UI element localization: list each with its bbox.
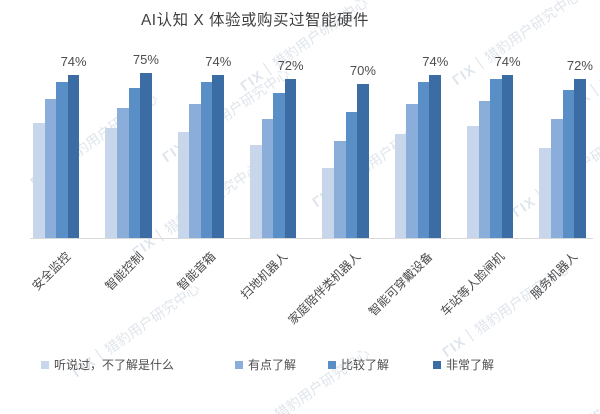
data-label: 75% (132, 51, 159, 67)
data-label: 72% (277, 58, 304, 74)
bar-series-3 (56, 81, 68, 238)
bar-series-4 (429, 75, 442, 238)
legend-label: 有点了解 (248, 358, 297, 372)
legend-item: 有点了解 (235, 356, 296, 373)
legend-swatch-icon (328, 360, 336, 369)
bar-series-3 (417, 81, 430, 238)
data-label: 74% (494, 54, 521, 69)
legend-swatch-icon (41, 360, 49, 369)
bar-series-1 (33, 123, 45, 238)
bar-series-4 (574, 79, 586, 238)
bar-series-2 (189, 103, 201, 238)
data-label: 74% (60, 54, 87, 69)
legend-swatch-icon (235, 360, 243, 369)
bar-series-4 (212, 75, 225, 238)
legend-swatch-icon (433, 360, 441, 369)
bar-series-2 (116, 108, 129, 238)
bar-series-1 (322, 167, 334, 238)
bar-series-1 (466, 125, 479, 238)
bar-series-3 (490, 79, 502, 238)
bar-series-4 (284, 79, 297, 238)
bar-series-2 (550, 119, 563, 238)
bar-series-2 (406, 103, 418, 238)
bar-series-1 (177, 132, 190, 238)
bar-series-1 (105, 127, 117, 238)
legend-label: 非常了解 (446, 358, 495, 372)
bar-series-2 (44, 99, 57, 238)
bar-series-3 (273, 92, 285, 238)
bar-series-1 (539, 147, 551, 238)
data-label: 74% (422, 54, 449, 69)
bar-series-3 (345, 112, 358, 238)
bar-series-4 (501, 75, 514, 238)
bar-series-1 (249, 145, 262, 238)
legend-label: 听说过，不了解是什么 (54, 358, 175, 372)
bar-series-4 (357, 83, 369, 238)
bar-series-3 (562, 90, 575, 238)
bar-series-1 (394, 134, 407, 238)
legend-label: 比较了解 (341, 358, 390, 372)
bar-series-3 (200, 81, 213, 238)
bar-series-3 (128, 88, 141, 238)
bar-series-4 (67, 75, 80, 238)
legend-item: 听说过，不了解是什么 (41, 356, 174, 373)
x-axis-line (30, 238, 593, 239)
bar-series-2 (261, 119, 274, 238)
legend-item: 非常了解 (433, 356, 494, 373)
legend-item: 比较了解 (328, 356, 389, 373)
data-label: 72% (566, 58, 593, 74)
bar-series-2 (478, 101, 491, 238)
bar-series-4 (140, 72, 152, 238)
data-label: 74% (205, 54, 232, 69)
data-label: 70% (349, 62, 376, 78)
chart-title: AI认知 X 体验或购买过智能硬件 (140, 12, 370, 29)
bar-series-2 (333, 141, 346, 238)
